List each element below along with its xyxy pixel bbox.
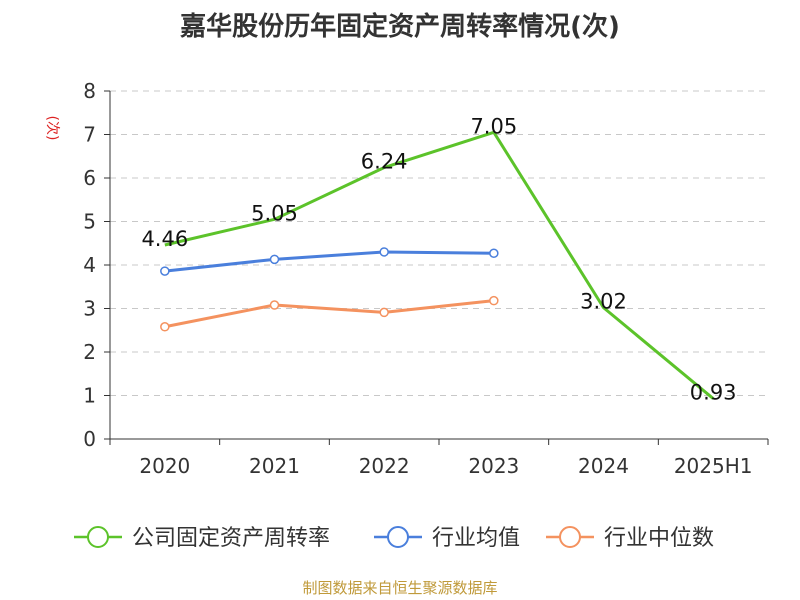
x-tick-label: 2023 <box>468 454 519 478</box>
data-point <box>160 322 170 332</box>
data-point <box>379 247 389 257</box>
y-tick-label: 0 <box>83 427 96 451</box>
series-line-1 <box>164 250 494 273</box>
x-tick-label: 2020 <box>139 454 190 478</box>
legend-label: 行业中位数 <box>604 526 714 551</box>
legend[interactable]: 公司固定资产周转率 行业均值 行业中位数 <box>74 526 714 551</box>
data-point <box>269 300 280 310</box>
y-tick-label: 8 <box>83 79 96 103</box>
series <box>160 130 715 400</box>
y-tick-label: 2 <box>83 340 96 364</box>
y-tick-label: 3 <box>83 297 96 321</box>
data-labels: 4.46 5.05 6.24 7.05 3.02 0.93 <box>141 114 736 404</box>
y-tick-label: 5 <box>83 210 96 234</box>
legend-item[interactable]: 行业均值 <box>374 526 520 551</box>
legend-label: 公司固定资产周转率 <box>132 526 330 551</box>
data-label: 4.46 <box>141 227 188 251</box>
data-point <box>160 266 170 276</box>
y-tick-label: 4 <box>83 253 96 277</box>
source-note: 制图数据来自恒生聚源数据库 <box>302 579 498 597</box>
x-tick-label: 2024 <box>578 454 629 478</box>
data-label: 0.93 <box>690 381 737 405</box>
data-point <box>489 295 499 306</box>
y-tick-label: 7 <box>83 123 96 147</box>
data-label: 5.05 <box>251 201 298 225</box>
legend-label: 行业均值 <box>432 526 520 551</box>
data-label: 3.02 <box>580 290 627 314</box>
grid-lines <box>110 90 768 396</box>
series-line-0 <box>164 130 715 400</box>
series-line-2 <box>164 299 494 329</box>
data-point <box>269 254 280 265</box>
data-label: 6.24 <box>361 150 408 174</box>
legend-marker <box>87 526 109 548</box>
legend-marker <box>559 526 581 548</box>
data-label: 7.05 <box>470 114 517 138</box>
x-tick-label: 2025H1 <box>674 454 753 478</box>
x-tick-label: 2021 <box>249 454 300 478</box>
y-axis-label: (次) <box>44 116 60 141</box>
data-point <box>379 307 389 318</box>
legend-item[interactable]: 行业中位数 <box>546 526 714 551</box>
y-tick-label: 1 <box>83 384 96 408</box>
data-point <box>489 248 499 259</box>
x-tick-label: 2022 <box>359 454 410 478</box>
legend-marker <box>387 526 409 548</box>
chart-title: 嘉华股份历年固定资产周转率情况(次) <box>180 12 620 42</box>
axes: 0 1 2 3 4 5 6 7 8 2020 2021 2022 2023 2024 2025H1 <box>83 79 769 478</box>
legend-item[interactable]: 公司固定资产周转率 <box>74 526 330 551</box>
y-tick-label: 6 <box>83 166 96 190</box>
